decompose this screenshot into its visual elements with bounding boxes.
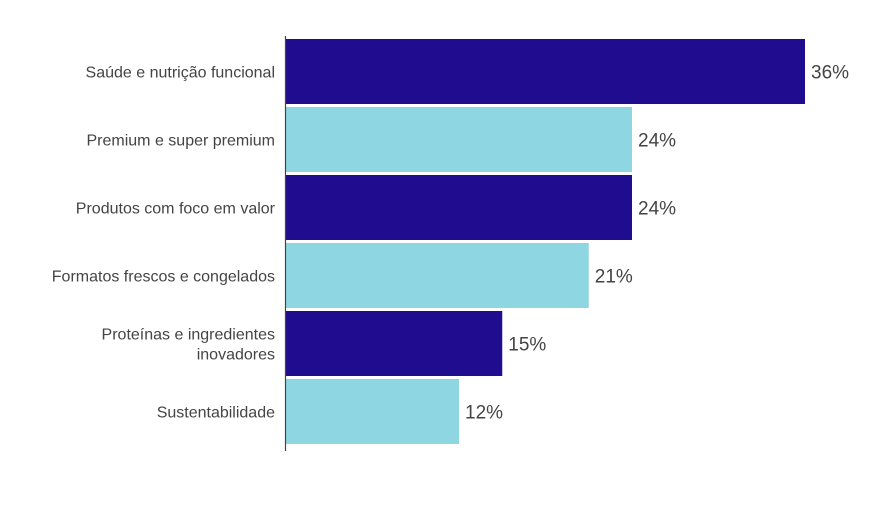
data-label: 21% <box>595 267 633 288</box>
category-label: Proteínas e ingredientes <box>102 327 275 344</box>
bar <box>286 379 459 444</box>
bar <box>286 175 632 240</box>
bar <box>286 39 805 104</box>
data-label: 12% <box>465 403 503 424</box>
data-label: 36% <box>811 63 849 84</box>
bar <box>286 243 589 308</box>
category-label: inovadores <box>197 347 275 364</box>
data-label: 15% <box>508 335 546 356</box>
category-label: Formatos frescos e congelados <box>52 269 275 286</box>
bar <box>286 311 503 376</box>
bar <box>286 107 632 172</box>
data-label: 24% <box>638 131 676 152</box>
category-label: Saúde e nutrição funcional <box>86 65 275 82</box>
category-label: Sustentabilidade <box>157 405 275 422</box>
data-label: 24% <box>638 199 676 220</box>
category-label: Premium e super premium <box>87 133 276 150</box>
category-label: Produtos com foco em valor <box>76 201 276 218</box>
